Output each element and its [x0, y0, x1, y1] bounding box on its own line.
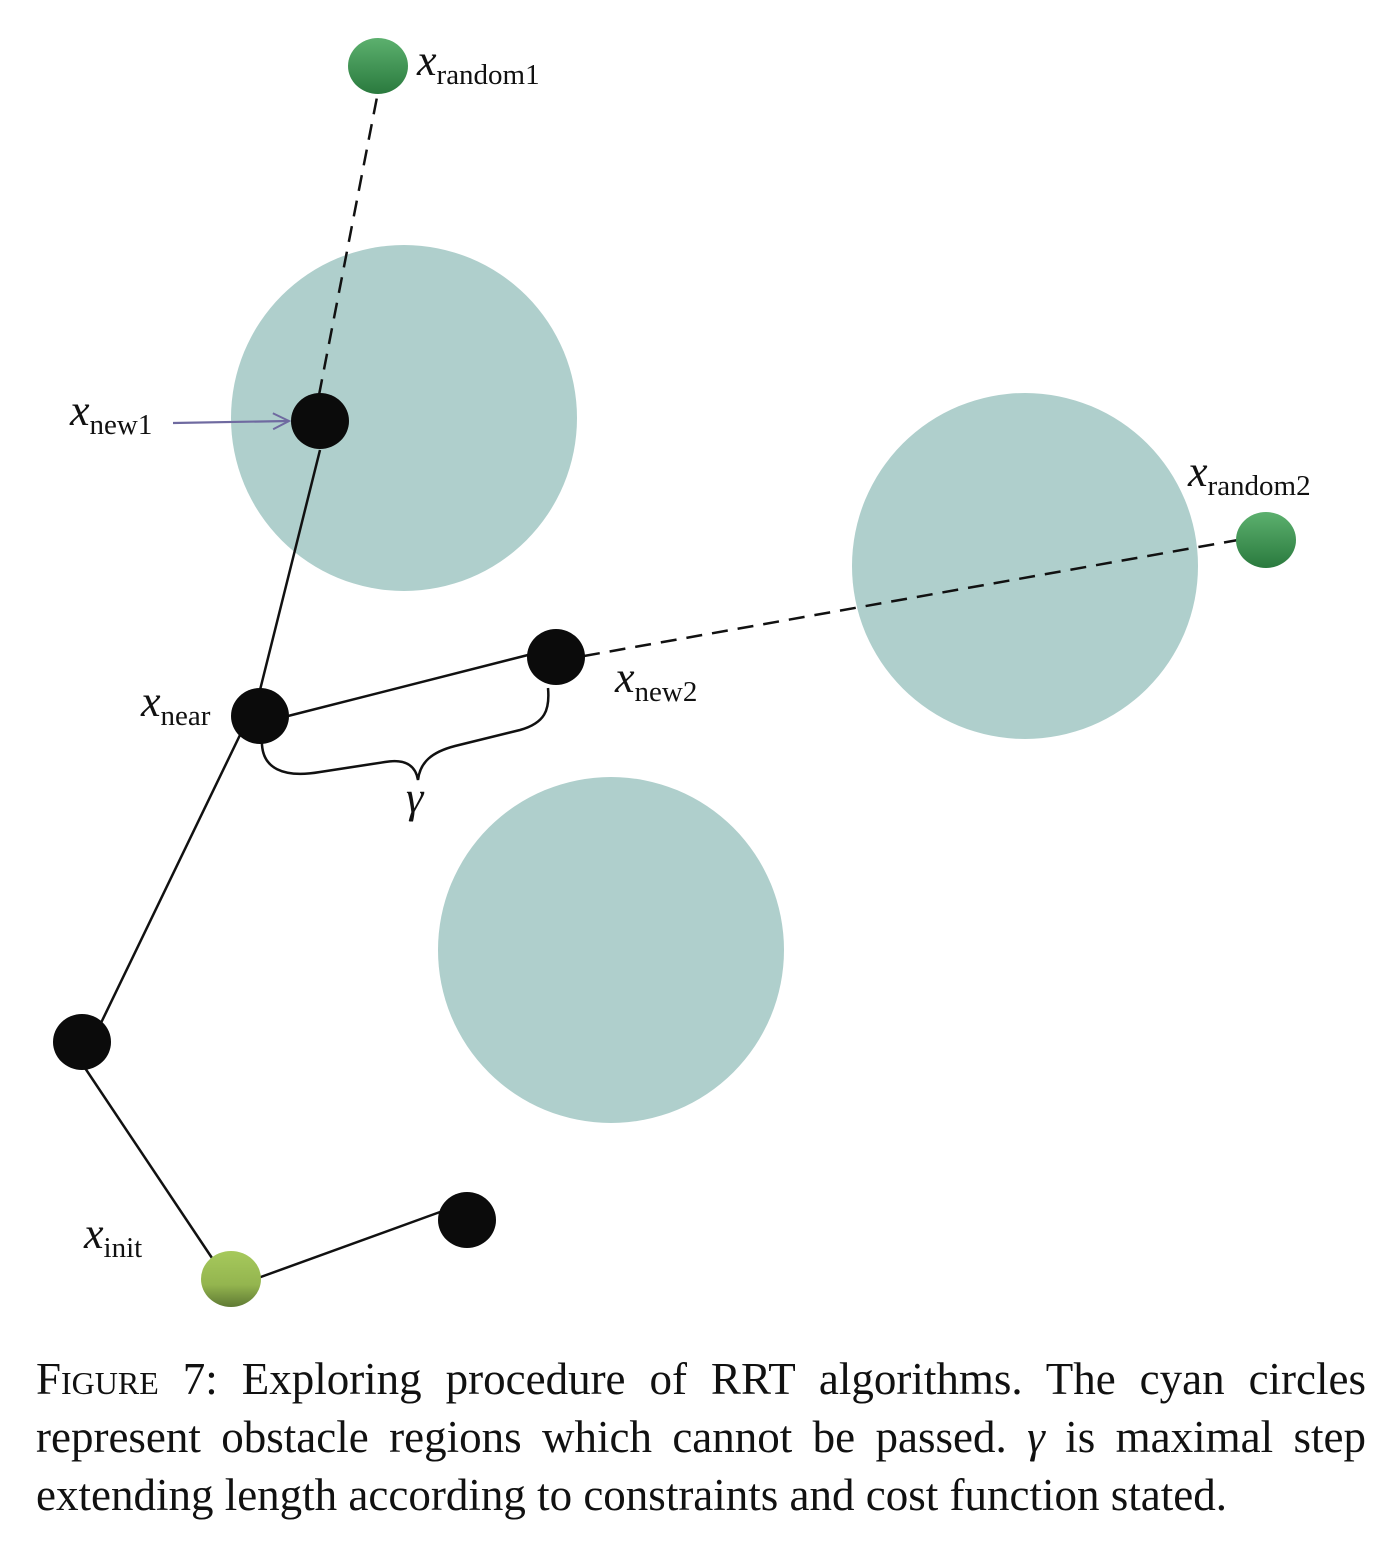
edge-new1-near: [258, 449, 322, 691]
gamma-brace: [260, 687, 550, 781]
figure-caption: Figure 7: Exploring procedure of RRT alg…: [36, 1350, 1366, 1524]
node-random2: [1236, 512, 1296, 568]
edge-near-new2: [287, 653, 529, 718]
node-random1: [348, 38, 408, 94]
caption-text-part1: Exploring procedure of RRT algorithms. T…: [36, 1354, 1366, 1462]
node-new1: [291, 393, 349, 449]
ray-new2-random2: [583, 538, 1239, 658]
caption-gamma: γ: [1027, 1412, 1045, 1462]
obstacle-circle-bottom: [438, 777, 784, 1123]
edge-near-node-left: [98, 734, 242, 1026]
label-x-new1: xnew1: [69, 386, 152, 441]
label-gamma: γ: [406, 773, 425, 822]
node-new2: [527, 629, 585, 685]
label-x-near: xnear: [140, 677, 211, 732]
label-x-init: xinit: [83, 1209, 142, 1264]
edge-node-left-init: [83, 1067, 214, 1259]
obstacle-circle-right: [852, 393, 1198, 739]
node-init: [201, 1251, 261, 1307]
figure-label: Figure 7:: [36, 1354, 218, 1404]
arrow-to-new1: [172, 421, 289, 423]
edge-init-node-bottom: [257, 1210, 441, 1280]
obstacle-circle-top: [231, 245, 577, 591]
label-x-random2: xrandom2: [1187, 447, 1311, 502]
node-left: [53, 1014, 111, 1070]
rrt-diagram: xrandom1 xrandom2 xnew1 xnew2 xnear xini…: [53, 36, 1311, 1307]
label-x-random1: xrandom1: [416, 36, 540, 91]
label-x-new2: xnew2: [614, 653, 697, 708]
caption-text-part2: is maximal step extending length accordi…: [36, 1412, 1366, 1520]
node-bottom: [438, 1192, 496, 1248]
node-near: [231, 688, 289, 744]
